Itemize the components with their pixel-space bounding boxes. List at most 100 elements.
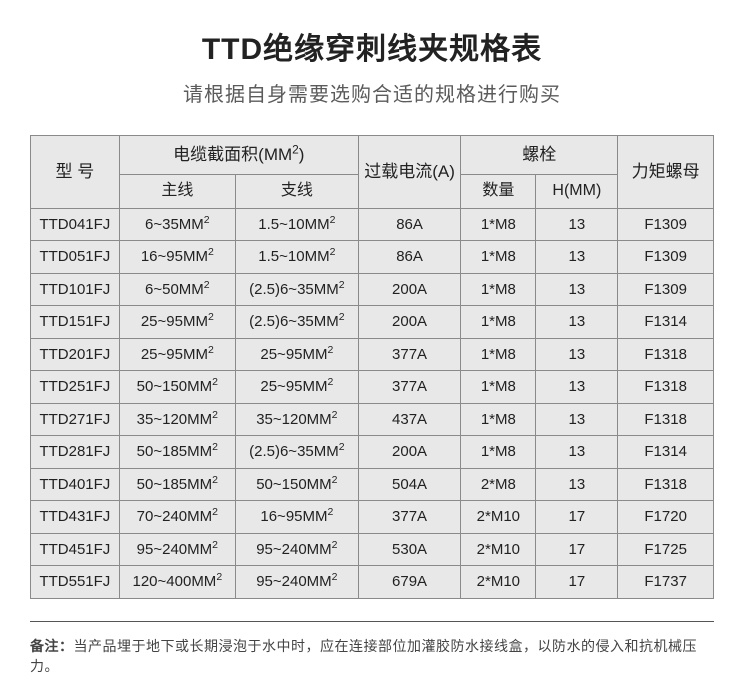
bolt-qty-cell: 1*M8 — [461, 371, 536, 404]
overload-current-cell: 200A — [358, 273, 460, 306]
main-line-cell: 50~150MM2 — [119, 371, 235, 404]
branch-line-cell: 1.5~10MM2 — [235, 241, 358, 274]
torque-nut-cell: F1309 — [618, 241, 714, 274]
table-row: TTD101FJ6~50MM2(2.5)6~35MM2200A1*M813F13… — [31, 273, 714, 306]
th-bolt-qty: 数量 — [461, 175, 536, 209]
note-text: 当产品埋于地下或长期浸泡于水中时，应在连接部位加灌胶防水接线盒，以防水的侵入和抗… — [30, 638, 697, 674]
main-line-cell: 95~240MM2 — [119, 533, 235, 566]
note-label: 备注： — [30, 638, 74, 654]
main-line-cell: 6~35MM2 — [119, 208, 235, 241]
overload-current-cell: 86A — [358, 241, 460, 274]
overload-current-cell: 679A — [358, 566, 460, 599]
bolt-h-cell: 13 — [536, 306, 618, 339]
torque-nut-cell: F1318 — [618, 468, 714, 501]
bolt-qty-cell: 1*M8 — [461, 241, 536, 274]
th-bolt: 螺栓 — [461, 136, 618, 175]
branch-line-cell: 16~95MM2 — [235, 501, 358, 534]
model-cell: TTD451FJ — [31, 533, 120, 566]
overload-current-cell: 530A — [358, 533, 460, 566]
table-row: TTD281FJ50~185MM2(2.5)6~35MM2200A1*M813F… — [31, 436, 714, 469]
main-line-cell: 50~185MM2 — [119, 436, 235, 469]
bolt-h-cell: 13 — [536, 338, 618, 371]
overload-current-cell: 86A — [358, 208, 460, 241]
torque-nut-cell: F1314 — [618, 436, 714, 469]
branch-line-cell: 95~240MM2 — [235, 533, 358, 566]
main-line-cell: 25~95MM2 — [119, 338, 235, 371]
table-body: TTD041FJ6~35MM21.5~10MM286A1*M813F1309TT… — [31, 208, 714, 598]
main-line-cell: 50~185MM2 — [119, 468, 235, 501]
table-row: TTD151FJ25~95MM2(2.5)6~35MM2200A1*M813F1… — [31, 306, 714, 339]
table-header: 型 号 电缆截面积(MM2) 过载电流(A) 螺栓 力矩螺母 主线 支线 数量 … — [31, 136, 714, 209]
table-row: TTD451FJ95~240MM295~240MM2530A2*M1017F17… — [31, 533, 714, 566]
table-row: TTD201FJ25~95MM225~95MM2377A1*M813F1318 — [31, 338, 714, 371]
bolt-qty-cell: 2*M10 — [461, 501, 536, 534]
overload-current-cell: 377A — [358, 338, 460, 371]
spec-table: 型 号 电缆截面积(MM2) 过载电流(A) 螺栓 力矩螺母 主线 支线 数量 … — [30, 135, 714, 599]
th-cable-area: 电缆截面积(MM2) — [119, 136, 358, 175]
main-line-cell: 35~120MM2 — [119, 403, 235, 436]
model-cell: TTD401FJ — [31, 468, 120, 501]
th-overload-current: 过载电流(A) — [358, 136, 460, 209]
bolt-h-cell: 13 — [536, 208, 618, 241]
overload-current-cell: 437A — [358, 403, 460, 436]
model-cell: TTD251FJ — [31, 371, 120, 404]
torque-nut-cell: F1309 — [618, 208, 714, 241]
torque-nut-cell: F1720 — [618, 501, 714, 534]
main-line-cell: 70~240MM2 — [119, 501, 235, 534]
th-main-line: 主线 — [119, 175, 235, 209]
bolt-h-cell: 13 — [536, 468, 618, 501]
page: TTD绝缘穿刺线夹规格表 请根据自身需要选购合适的规格进行购买 型 号 电缆截面… — [0, 0, 744, 696]
overload-current-cell: 377A — [358, 371, 460, 404]
th-model: 型 号 — [31, 136, 120, 209]
branch-line-cell: (2.5)6~35MM2 — [235, 436, 358, 469]
bolt-qty-cell: 1*M8 — [461, 208, 536, 241]
main-line-cell: 16~95MM2 — [119, 241, 235, 274]
model-cell: TTD281FJ — [31, 436, 120, 469]
branch-line-cell: 1.5~10MM2 — [235, 208, 358, 241]
branch-line-cell: 25~95MM2 — [235, 371, 358, 404]
branch-line-cell: 25~95MM2 — [235, 338, 358, 371]
main-line-cell: 6~50MM2 — [119, 273, 235, 306]
table-row: TTD051FJ16~95MM21.5~10MM286A1*M813F1309 — [31, 241, 714, 274]
branch-line-cell: 95~240MM2 — [235, 566, 358, 599]
bolt-h-cell: 13 — [536, 403, 618, 436]
table-row: TTD041FJ6~35MM21.5~10MM286A1*M813F1309 — [31, 208, 714, 241]
model-cell: TTD201FJ — [31, 338, 120, 371]
bolt-qty-cell: 2*M8 — [461, 468, 536, 501]
bolt-h-cell: 13 — [536, 371, 618, 404]
model-cell: TTD151FJ — [31, 306, 120, 339]
overload-current-cell: 504A — [358, 468, 460, 501]
torque-nut-cell: F1318 — [618, 338, 714, 371]
torque-nut-cell: F1318 — [618, 403, 714, 436]
model-cell: TTD431FJ — [31, 501, 120, 534]
bolt-h-cell: 17 — [536, 501, 618, 534]
bolt-h-cell: 17 — [536, 566, 618, 599]
table-row: TTD271FJ35~120MM235~120MM2437A1*M813F131… — [31, 403, 714, 436]
bolt-h-cell: 13 — [536, 436, 618, 469]
branch-line-cell: (2.5)6~35MM2 — [235, 273, 358, 306]
model-cell: TTD101FJ — [31, 273, 120, 306]
main-line-cell: 120~400MM2 — [119, 566, 235, 599]
bolt-qty-cell: 2*M10 — [461, 566, 536, 599]
bolt-qty-cell: 2*M10 — [461, 533, 536, 566]
table-row: TTD551FJ120~400MM295~240MM2679A2*M1017F1… — [31, 566, 714, 599]
bolt-qty-cell: 1*M8 — [461, 306, 536, 339]
th-branch-line: 支线 — [235, 175, 358, 209]
model-cell: TTD551FJ — [31, 566, 120, 599]
th-bolt-h: H(MM) — [536, 175, 618, 209]
overload-current-cell: 200A — [358, 436, 460, 469]
overload-current-cell: 377A — [358, 501, 460, 534]
torque-nut-cell: F1725 — [618, 533, 714, 566]
branch-line-cell: 50~150MM2 — [235, 468, 358, 501]
model-cell: TTD271FJ — [31, 403, 120, 436]
table-row: TTD431FJ70~240MM216~95MM2377A2*M1017F172… — [31, 501, 714, 534]
bolt-h-cell: 17 — [536, 533, 618, 566]
torque-nut-cell: F1318 — [618, 371, 714, 404]
branch-line-cell: (2.5)6~35MM2 — [235, 306, 358, 339]
bolt-qty-cell: 1*M8 — [461, 403, 536, 436]
main-line-cell: 25~95MM2 — [119, 306, 235, 339]
overload-current-cell: 200A — [358, 306, 460, 339]
model-cell: TTD041FJ — [31, 208, 120, 241]
page-title: TTD绝缘穿刺线夹规格表 — [30, 24, 714, 68]
table-row: TTD401FJ50~185MM250~150MM2504A2*M813F131… — [31, 468, 714, 501]
